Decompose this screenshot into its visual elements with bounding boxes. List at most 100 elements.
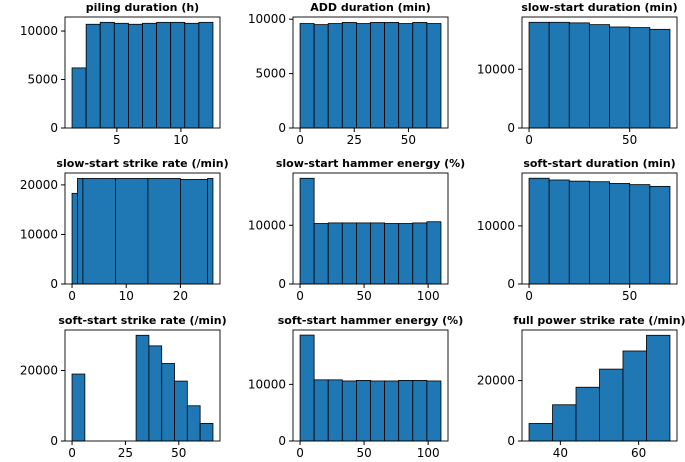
axes-frame bbox=[64, 16, 221, 129]
bar bbox=[327, 379, 343, 442]
x-tick-label: 0 bbox=[525, 133, 533, 147]
x-tick-label: 50 bbox=[622, 289, 637, 303]
bar bbox=[370, 22, 385, 129]
bar bbox=[398, 23, 414, 129]
bar bbox=[180, 179, 208, 285]
bar bbox=[198, 21, 214, 129]
bar bbox=[148, 345, 163, 442]
x-tick-label: 0 bbox=[296, 446, 304, 460]
bar bbox=[568, 22, 590, 129]
bar bbox=[199, 422, 214, 442]
axes-frame bbox=[64, 172, 221, 285]
x-tick-label: 20 bbox=[173, 289, 188, 303]
bar bbox=[299, 23, 315, 129]
bar bbox=[77, 178, 84, 285]
bar bbox=[71, 373, 86, 442]
bar bbox=[575, 386, 600, 442]
x-tick-label: 50 bbox=[401, 133, 416, 147]
y-tick-label: 0 bbox=[278, 277, 286, 291]
y-tick-label: 10000 bbox=[477, 62, 515, 76]
x-tick-label: 50 bbox=[171, 446, 186, 460]
bar bbox=[71, 192, 78, 285]
bar bbox=[299, 334, 315, 442]
bar bbox=[589, 24, 610, 129]
x-tick-label: 25 bbox=[118, 446, 133, 460]
bar bbox=[426, 23, 442, 129]
bar bbox=[398, 223, 414, 285]
bar bbox=[313, 223, 329, 285]
bar bbox=[174, 380, 188, 442]
bar bbox=[649, 28, 671, 129]
bar bbox=[528, 423, 553, 442]
x-tick-label: 40 bbox=[553, 446, 568, 460]
bar bbox=[412, 22, 428, 129]
bar bbox=[552, 404, 577, 442]
bar bbox=[115, 178, 149, 285]
bar bbox=[426, 380, 442, 442]
bar bbox=[629, 27, 651, 129]
bar bbox=[135, 334, 150, 442]
axes-frame bbox=[64, 329, 221, 442]
axes-frame bbox=[292, 172, 449, 285]
bar bbox=[568, 180, 590, 285]
y-tick-label: 5000 bbox=[27, 73, 58, 87]
y-tick-label: 5000 bbox=[255, 67, 286, 81]
x-tick-label: 10 bbox=[119, 289, 134, 303]
bar bbox=[156, 21, 172, 129]
axes-frame bbox=[521, 329, 678, 442]
subplot-title: piling duration (h) bbox=[86, 1, 199, 14]
y-tick-label: 0 bbox=[278, 434, 286, 448]
y-tick-label: 0 bbox=[278, 121, 286, 135]
y-tick-label: 20000 bbox=[20, 364, 58, 378]
bar bbox=[599, 368, 624, 442]
bar bbox=[313, 24, 329, 129]
x-tick-label: 25 bbox=[347, 133, 362, 147]
bar bbox=[341, 222, 357, 285]
bar bbox=[128, 23, 143, 129]
axes-frame bbox=[292, 329, 449, 442]
bar bbox=[147, 178, 181, 285]
bar bbox=[426, 221, 442, 285]
bar bbox=[528, 21, 550, 129]
subplot-title: soft-start hammer energy (%) bbox=[278, 314, 463, 327]
x-tick-label: 0 bbox=[68, 446, 76, 460]
y-tick-label: 10000 bbox=[20, 227, 58, 241]
x-tick-label: 0 bbox=[296, 133, 304, 147]
bar bbox=[313, 379, 329, 442]
y-tick-label: 10000 bbox=[248, 12, 286, 26]
bar bbox=[649, 185, 671, 285]
subplot-title: slow-start hammer energy (%) bbox=[276, 157, 465, 170]
bar bbox=[589, 181, 610, 285]
bar bbox=[370, 222, 385, 285]
bar bbox=[548, 179, 570, 285]
axes-frame bbox=[292, 16, 449, 129]
x-tick-label: 50 bbox=[356, 289, 371, 303]
y-tick-label: 20000 bbox=[477, 374, 515, 388]
bar bbox=[528, 177, 550, 285]
bar bbox=[398, 380, 414, 442]
bar bbox=[71, 67, 87, 129]
bar bbox=[370, 380, 385, 442]
subplot-title: full power strike rate (/min) bbox=[513, 314, 685, 327]
y-tick-label: 20000 bbox=[20, 178, 58, 192]
y-tick-label: 10000 bbox=[248, 377, 286, 391]
bar bbox=[341, 380, 357, 442]
y-tick-label: 0 bbox=[507, 121, 515, 135]
y-tick-label: 10000 bbox=[20, 24, 58, 38]
bar bbox=[85, 23, 101, 129]
bar bbox=[327, 23, 343, 129]
bar bbox=[170, 21, 186, 129]
bar bbox=[299, 177, 315, 285]
y-tick-label: 0 bbox=[50, 434, 58, 448]
x-tick-label: 100 bbox=[417, 446, 440, 460]
bar bbox=[412, 380, 428, 442]
bar bbox=[341, 22, 357, 129]
x-tick-label: 50 bbox=[356, 446, 371, 460]
y-tick-label: 0 bbox=[507, 434, 515, 448]
subplot-title: soft-start strike rate (/min) bbox=[58, 314, 226, 327]
x-tick-label: 0 bbox=[68, 289, 76, 303]
x-tick-label: 100 bbox=[417, 289, 440, 303]
bar bbox=[356, 23, 371, 129]
bar bbox=[186, 405, 201, 442]
